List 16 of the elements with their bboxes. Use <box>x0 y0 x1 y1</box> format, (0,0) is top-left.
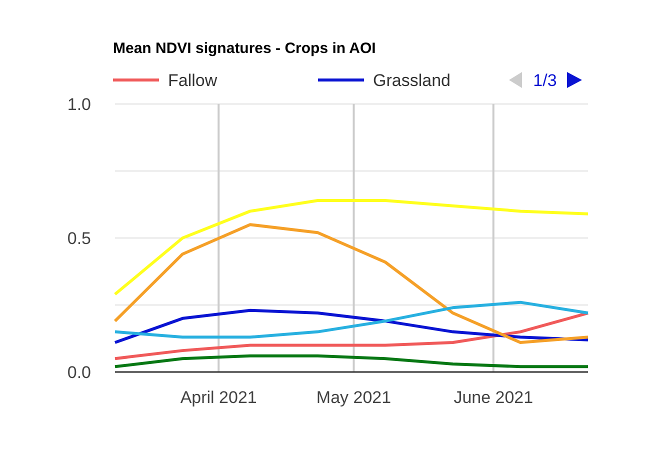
chart-title: Mean NDVI signatures - Crops in AOI <box>113 40 376 57</box>
y-tick-label: 1.0 <box>67 94 91 114</box>
x-tick-label: May 2021 <box>316 388 392 407</box>
text: 1/3 <box>533 70 557 90</box>
line-series <box>114 223 590 344</box>
x-tick-label: June 2021 <box>454 388 534 407</box>
y-tick-label: 0.5 <box>67 228 91 248</box>
legend-label: Grassland <box>373 70 450 90</box>
line-series <box>114 312 590 360</box>
line-series <box>114 354 590 368</box>
y-tick-label: 0.0 <box>67 362 91 382</box>
legend-label: Fallow <box>168 70 218 90</box>
line-series <box>114 308 590 344</box>
line-series <box>114 300 590 339</box>
line-series <box>114 198 590 296</box>
x-tick-label: April 2021 <box>180 388 257 407</box>
